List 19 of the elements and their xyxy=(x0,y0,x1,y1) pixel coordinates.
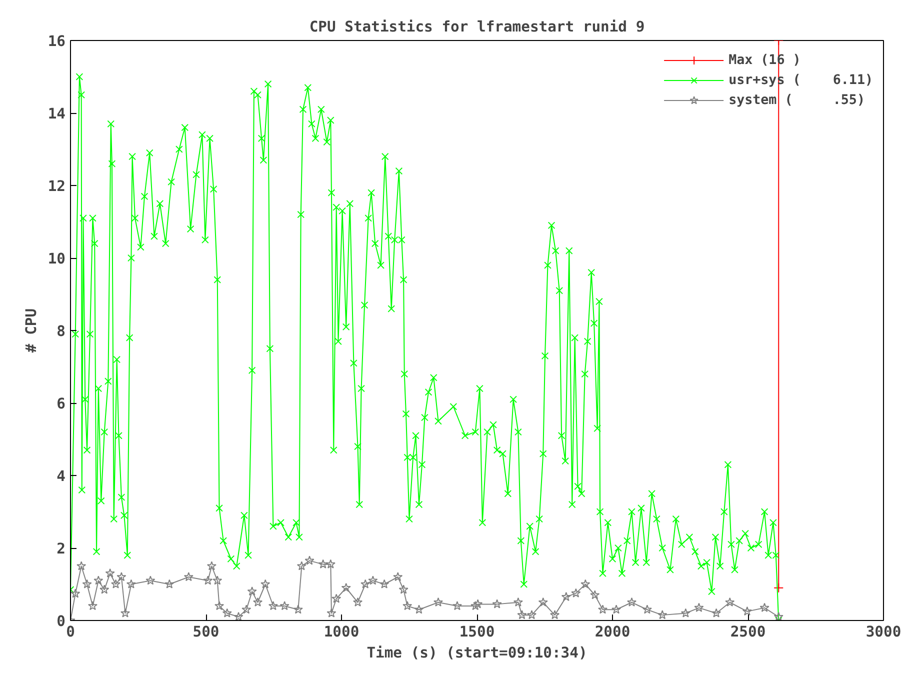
legend-label: system ( .55) xyxy=(728,92,865,108)
x-tick-label: 2500 xyxy=(730,624,766,640)
y-tick-label: 4 xyxy=(56,468,66,485)
y-tick-label: 6 xyxy=(56,396,66,412)
y-tick-label: 8 xyxy=(56,323,66,340)
y-tick-label: 10 xyxy=(48,250,66,268)
x-tick-label: 3000 xyxy=(866,624,902,640)
y-tick-label: 0 xyxy=(56,613,66,630)
y-tick-label: 12 xyxy=(48,178,66,195)
x-tick-label: 500 xyxy=(192,624,220,640)
x-tick-label: 2000 xyxy=(594,624,630,640)
x-axis-title: Time (s) (start=09:10:34) xyxy=(366,644,588,662)
x-tick-label: 1500 xyxy=(459,624,495,640)
chart-title: CPU Statistics for lframestart runid 9 xyxy=(309,18,645,36)
x-tick-label: 1000 xyxy=(324,624,360,640)
y-axis-title: # CPU xyxy=(22,308,40,353)
y-tick-label: 14 xyxy=(48,106,66,122)
y-tick-label: 16 xyxy=(48,33,66,50)
y-tick-label: 2 xyxy=(56,540,66,558)
